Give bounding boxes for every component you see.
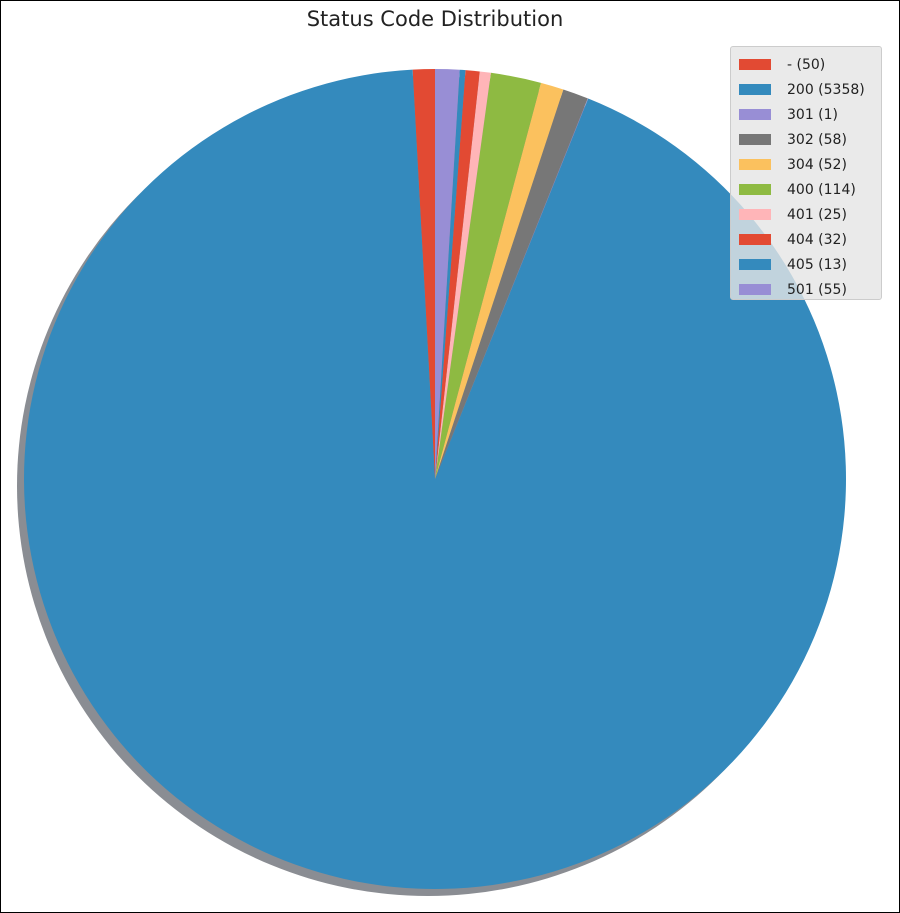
legend-swatch [739,234,771,245]
pie-slices [23,69,846,890]
pie-slice-9 [435,69,460,479]
legend-item-1: 200 (5358) [739,77,881,102]
pie-slice-0 [412,69,435,479]
legend-item-0: - (50) [739,52,881,77]
legend-swatch [739,84,771,95]
legend-swatch [739,59,771,70]
legend-label: - (50) [787,56,826,73]
pie-slice-7 [435,70,480,479]
legend-item-2: 301 (1) [739,102,881,127]
legend: - (50) 200 (5358) 301 (1) 302 (58) 304 (52) 4… [730,46,882,300]
pie-slice-4 [435,82,564,480]
legend-item-8: 405 (13) [739,252,881,277]
legend-swatch [739,209,771,220]
legend-label: 301 (1) [787,106,839,123]
pie-slice-2 [435,98,589,480]
legend-label: 304 (52) [787,156,847,173]
pie-slice-1 [23,69,846,890]
legend-swatch [739,134,771,145]
pie-slice-3 [435,89,588,479]
pie-slice-5 [435,72,541,479]
legend-swatch [739,109,771,120]
legend-label: 400 (114) [787,181,856,198]
legend-label: 405 (13) [787,256,847,273]
legend-item-9: 501 (55) [739,277,881,302]
legend-swatch [739,284,771,295]
legend-item-4: 304 (52) [739,152,881,177]
legend-label: 404 (32) [787,231,847,248]
chart-title: Status Code Distribution [306,7,564,31]
legend-label: 302 (58) [787,131,847,148]
legend-label: 401 (25) [787,206,847,223]
legend-label: 200 (5358) [787,81,865,98]
legend-swatch [739,159,771,170]
legend-item-5: 400 (114) [739,177,881,202]
legend-swatch [739,259,771,270]
legend-swatch [739,184,771,195]
pie-slice-8 [435,69,466,480]
legend-label: 501 (55) [787,281,847,298]
legend-item-6: 401 (25) [739,202,881,227]
legend-item-7: 404 (32) [739,227,881,252]
legend-item-3: 302 (58) [739,127,881,152]
pie-slice-6 [435,71,491,479]
